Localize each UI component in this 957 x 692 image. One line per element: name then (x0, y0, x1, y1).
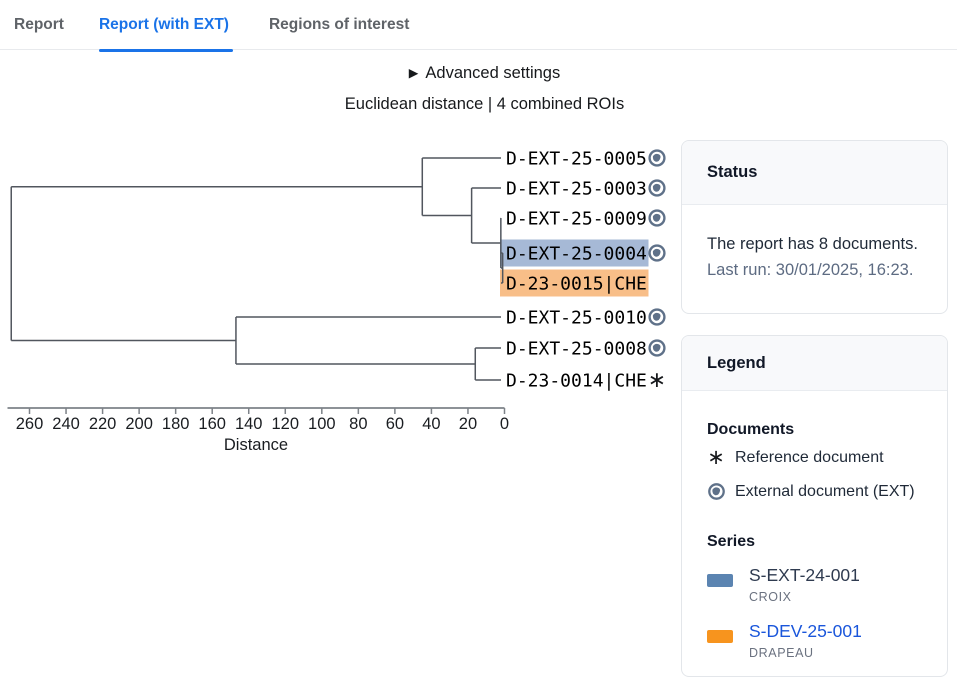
leaf-label: D-23-0015|CHE (506, 274, 647, 295)
svg-text:120: 120 (272, 415, 300, 433)
svg-text:180: 180 (162, 415, 190, 433)
tab-regions-of-interest[interactable]: Regions of interest (268, 15, 410, 33)
leaf-label: D-EXT-25-0008 (506, 339, 647, 360)
svg-text:160: 160 (198, 415, 226, 433)
legend-documents-heading: Documents (707, 421, 795, 438)
legend-item-label: Reference document (735, 448, 884, 466)
asterisk-icon: ∗ (707, 445, 725, 469)
report-parameters-summary: Euclidean distance | 4 combined ROIs (344, 95, 625, 113)
globe-icon (648, 339, 666, 357)
series-color-swatch (707, 574, 733, 587)
status-document-count: The report has 8 documents. (707, 235, 918, 253)
tab-bar: Report Report (with EXT) Regions of inte… (0, 0, 957, 52)
advanced-settings-toggle[interactable]: ▶ Advanced settings (6, 64, 957, 83)
svg-text:40: 40 (422, 415, 440, 433)
tab-report-with-ext[interactable]: Report (with EXT) (98, 0, 234, 52)
x-axis-label: Distance (224, 436, 288, 454)
dendrogram-chart: D-EXT-25-0005 D-EXT-25-0003 D-EXT-25-0009 D… (0, 130, 680, 470)
leaf-label: D-EXT-25-0003 (506, 179, 647, 200)
legend-card: Legend Documents ∗ Reference document Ex… (681, 335, 948, 677)
svg-text:260: 260 (16, 415, 44, 433)
asterisk-icon: ∗ (648, 368, 666, 393)
svg-text:220: 220 (89, 415, 117, 433)
svg-text:80: 80 (349, 415, 367, 433)
globe-icon (707, 483, 725, 500)
globe-icon (648, 179, 666, 197)
status-last-run: Last run: 30/01/2025, 16:23. (707, 261, 914, 279)
globe-icon (648, 244, 666, 262)
series-id-link[interactable]: S-DEV-25-001 (749, 621, 862, 641)
svg-text:100: 100 (308, 415, 336, 433)
legend-item-reference: ∗ Reference document (707, 442, 922, 473)
leaf-highlight (500, 269, 649, 297)
series-sublabel: DRAPEAU (749, 646, 814, 660)
svg-text:20: 20 (459, 415, 477, 433)
series-row-drapeau: S-DEV-25-001 DRAPEAU (707, 619, 922, 661)
legend-series-heading: Series (707, 533, 756, 550)
svg-text:240: 240 (52, 415, 80, 433)
tab-report[interactable]: Report (14, 15, 64, 33)
svg-text:60: 60 (386, 415, 404, 433)
leaf-label: D-EXT-25-0009 (506, 209, 647, 230)
globe-icon (648, 308, 666, 326)
legend-item-label: External document (EXT) (735, 482, 915, 500)
svg-text:0: 0 (500, 415, 509, 433)
leaf-highlight (500, 239, 649, 267)
leaf-label: D-EXT-25-0010 (506, 308, 647, 329)
advanced-settings-label: Advanced settings (425, 64, 561, 82)
series-row-croix: S-EXT-24-001 CROIX (707, 563, 922, 605)
status-card-title: Status (682, 141, 947, 205)
leaf-label: D-23-0014|CHE (506, 371, 647, 392)
collapsed-arrow-icon: ▶ (408, 66, 419, 80)
status-card: Status The report has 8 documents. Last … (681, 140, 948, 314)
leaf-label: D-EXT-25-0004 (506, 244, 647, 265)
legend-item-external: External document (EXT) (707, 476, 922, 507)
series-id: S-EXT-24-001 (749, 565, 860, 585)
globe-icon (648, 209, 666, 227)
svg-text:200: 200 (125, 415, 153, 433)
globe-icon (648, 149, 666, 167)
series-sublabel: CROIX (749, 590, 792, 604)
svg-text:140: 140 (235, 415, 263, 433)
leaf-label: D-EXT-25-0005 (506, 149, 647, 170)
series-color-swatch (707, 630, 733, 643)
legend-card-title: Legend (682, 336, 947, 391)
